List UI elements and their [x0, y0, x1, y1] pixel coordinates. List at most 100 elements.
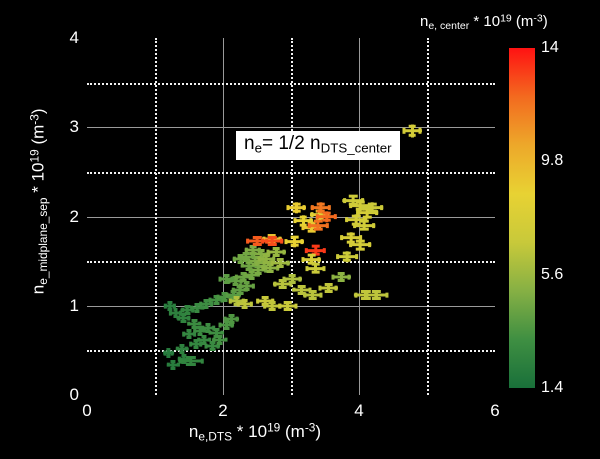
errorbar-cap-left — [261, 239, 265, 244]
data-point-errorbar — [193, 325, 207, 336]
errorbar-cap-bottom — [267, 243, 277, 247]
errorbar-cap-top — [298, 284, 306, 288]
data-point-errorbar — [187, 318, 202, 329]
errorbar-cap-top — [314, 220, 323, 224]
errorbar-cap-top — [180, 313, 187, 317]
errorbar-cap-top — [191, 318, 198, 322]
plot-area — [87, 38, 495, 395]
errorbar-cap-left — [208, 298, 212, 303]
errorbar-cap-bottom — [268, 307, 276, 311]
errorbar-vertical — [263, 296, 267, 307]
errorbar-vertical — [235, 296, 239, 307]
errorbar-vertical — [345, 251, 349, 262]
errorbar-vertical — [352, 195, 356, 206]
errorbar-vertical — [222, 291, 226, 302]
errorbar-cap-left — [193, 328, 197, 334]
errorbar-cap-top — [283, 300, 292, 304]
errorbar-cap-top — [223, 320, 230, 324]
errorbar-cap-top — [209, 340, 216, 344]
errorbar-vertical — [300, 284, 304, 295]
errorbar-cap-right — [278, 236, 282, 242]
y-tick-label: 4 — [69, 28, 79, 47]
y-tick-label: 0 — [69, 385, 79, 404]
errorbar-vertical — [358, 200, 362, 212]
errorbar-vertical — [204, 298, 208, 309]
errorbar-cap-bottom — [361, 297, 371, 301]
errorbar-cap-left — [353, 222, 357, 228]
errorbar-vertical — [319, 202, 323, 213]
errorbar-cap-right — [375, 210, 379, 216]
errorbar-vertical — [270, 236, 274, 247]
errorbar-cap-top — [203, 298, 209, 302]
errorbar-cap-left — [223, 316, 227, 322]
errorbar-vertical — [182, 354, 186, 365]
errorbar-cap-right — [289, 281, 293, 287]
errorbar-vertical — [316, 220, 320, 231]
errorbar-cap-top — [279, 279, 287, 283]
errorbar-cap-right — [334, 285, 338, 291]
errorbar-cap-bottom — [242, 258, 250, 262]
errorbar-cap-left — [218, 276, 222, 282]
errorbar-cap-right — [368, 203, 372, 209]
colorbar-gradient — [509, 48, 535, 388]
errorbar-cap-left — [335, 254, 339, 260]
errorbar-cap-top — [308, 290, 317, 294]
errorbar-cap-left — [273, 281, 277, 287]
errorbar-cap-bottom — [298, 291, 306, 295]
errorbar-cap-left — [243, 272, 247, 277]
errorbar-vertical — [214, 295, 218, 306]
errorbar-vertical — [168, 300, 172, 311]
errorbar-vertical — [311, 290, 315, 301]
errorbar-cap-bottom — [236, 291, 244, 295]
errorbar-cap-left — [231, 287, 235, 293]
errorbar-cap-bottom — [308, 297, 317, 301]
y-tick-label: 3 — [69, 117, 79, 137]
errorbar-cap-top — [342, 251, 352, 255]
data-point-errorbar — [261, 236, 283, 247]
errorbar-cap-top — [201, 334, 207, 338]
errorbar-cap-bottom — [248, 276, 255, 280]
errorbar-cap-top — [179, 343, 185, 347]
errorbar-vertical — [265, 254, 269, 265]
errorbar-cap-right — [385, 292, 389, 298]
errorbar-cap-right — [192, 331, 196, 337]
data-point-errorbar — [339, 232, 362, 244]
errorbar-cap-bottom — [337, 279, 346, 283]
errorbar-cap-left — [305, 265, 309, 271]
errorbar-cap-top — [311, 262, 320, 266]
errorbar-vertical — [198, 325, 202, 336]
errorbar-cap-top — [368, 202, 377, 206]
errorbar-cap-bottom — [223, 280, 230, 284]
colorbar: 14 9.8 5.6 1.4 — [509, 39, 563, 396]
errorbar-vertical — [349, 232, 353, 244]
data-point-errorbar — [216, 291, 232, 302]
errorbar-cap-bottom — [172, 314, 178, 318]
errorbar-cap-top — [213, 327, 220, 331]
data-point-errorbar — [361, 202, 384, 213]
errorbar-cap-left — [225, 292, 229, 298]
errorbar-cap-bottom — [368, 209, 377, 213]
data-point-errorbar — [301, 253, 321, 265]
errorbar-cap-bottom — [307, 229, 316, 233]
errorbar-cap-top — [307, 221, 316, 225]
data-point-errorbar — [261, 263, 280, 274]
errorbar-cap-right — [237, 292, 241, 298]
y-axis-title-text: ne_midplane_sep * 1019 (m-3) — [27, 108, 51, 295]
errorbar-vertical — [286, 300, 290, 311]
errorbar-cap-left — [246, 239, 250, 244]
errorbar-cap-top — [261, 296, 269, 300]
errorbar-cap-left — [261, 265, 265, 271]
data-point-errorbar — [167, 359, 180, 370]
errorbar-cap-bottom — [322, 218, 331, 222]
errorbar-cap-top — [228, 314, 235, 318]
data-point-errorbar — [218, 320, 234, 331]
errorbar-cap-bottom — [184, 312, 191, 316]
errorbar-cap-top — [346, 232, 356, 236]
errorbar-vertical — [173, 307, 177, 318]
errorbar-vertical — [206, 323, 210, 334]
errorbar-vertical — [238, 284, 242, 295]
errorbar-cap-top — [356, 200, 365, 204]
errorbar-cap-right — [191, 307, 195, 313]
errorbar-cap-top — [311, 245, 320, 249]
errorbar-cap-bottom — [408, 134, 416, 138]
